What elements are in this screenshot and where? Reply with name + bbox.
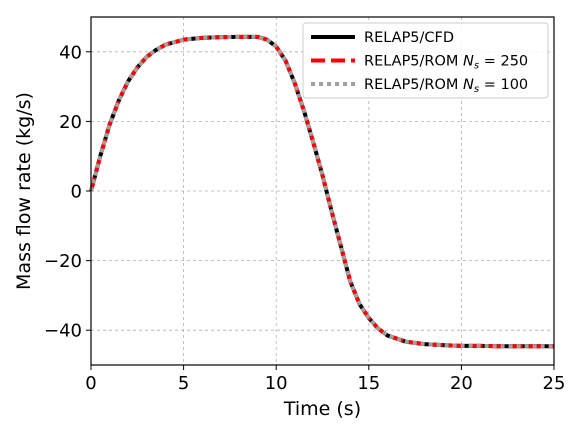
x-tick-label: 10 [265,373,288,394]
legend-label-1: RELAP5/CFD [364,30,454,46]
y-tick-label: 0 [71,182,82,203]
legend-label-prefix: RELAP5/ROM [364,77,463,93]
y-tick-label: −40 [44,321,82,342]
legend-label-symbol: N [463,77,474,93]
series-line-3 [89,34,554,349]
x-tick-label: 20 [450,373,473,394]
legend-label-suffix: = 250 [479,54,528,70]
y-tick-label: 20 [59,112,82,133]
x-tick-label: 15 [357,373,380,394]
legend-label-suffix: = 100 [479,77,528,93]
y-axis-label: Mass flow rate (kg/s) [13,92,35,290]
legend-box [302,22,549,99]
legend-label-subscript: s [474,61,479,72]
legend-label-subscript: s [474,84,479,95]
x-tick-label: 5 [178,373,189,394]
legend-label-prefix: RELAP5/ROM [364,54,463,70]
grid-lines [91,17,554,365]
legend-label-symbol: N [463,54,474,70]
x-tick-label: 25 [543,373,566,394]
y-tick-label: 40 [59,42,82,63]
axis-ticks: 0 5 10 15 20 25 −40 −20 0 20 40 [44,42,565,394]
x-axis-label: Time (s) [283,398,361,420]
legend-label-2: RELAP5/ROM Ns = 250 [364,54,528,72]
series-layer [89,34,554,349]
legend-label-3: RELAP5/ROM Ns = 100 [364,77,528,95]
legend-label-prefix: RELAP5/CFD [364,30,454,46]
x-tick-label: 0 [85,373,96,394]
y-tick-label: −20 [44,251,82,272]
